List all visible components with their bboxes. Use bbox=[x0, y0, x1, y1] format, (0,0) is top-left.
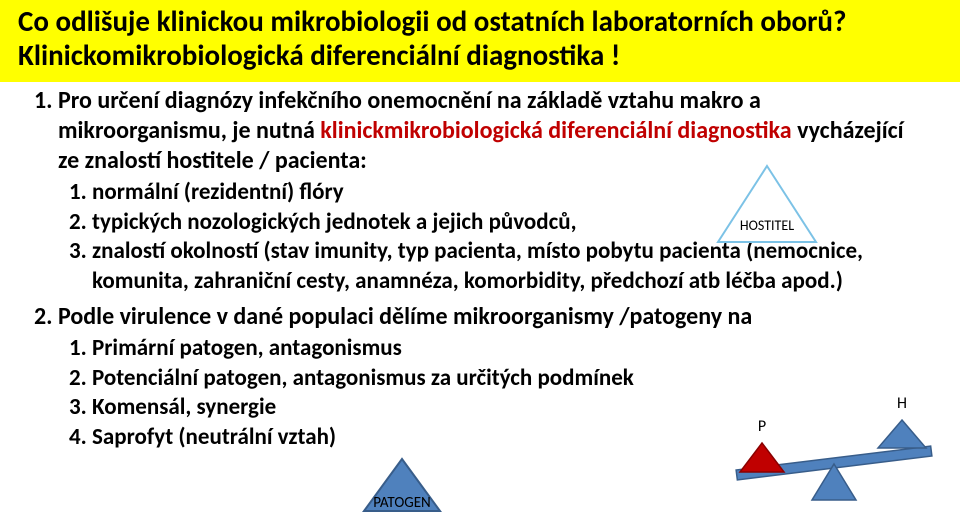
slide-title: Co odlišuje klinickou mikrobiologii od o… bbox=[18, 4, 942, 72]
svg-text:H: H bbox=[897, 394, 907, 413]
item2-text: Podle virulence v dané populaci dělíme m… bbox=[58, 302, 752, 331]
patogen-triangle-label: PATOGEN bbox=[359, 494, 445, 512]
title-band: Co odlišuje klinickou mikrobiologii od o… bbox=[0, 0, 960, 82]
item2-sub-1: Primární patogen, antagonismus bbox=[92, 334, 930, 363]
title-line1: Co odlišuje klinickou mikrobiologii od o… bbox=[18, 3, 846, 39]
item1-sub-3: znalostí okolností (stav imunity, typ pa… bbox=[92, 237, 930, 296]
title-line2: Klinickomikrobiologická diferenciální di… bbox=[18, 37, 620, 73]
seesaw-shape: P H bbox=[728, 388, 948, 506]
host-triangle-label: HOSTITEL bbox=[732, 217, 802, 234]
svg-text:P: P bbox=[758, 417, 766, 436]
item1-em: klinickmikrobiologická diferenciální dia… bbox=[320, 116, 791, 145]
